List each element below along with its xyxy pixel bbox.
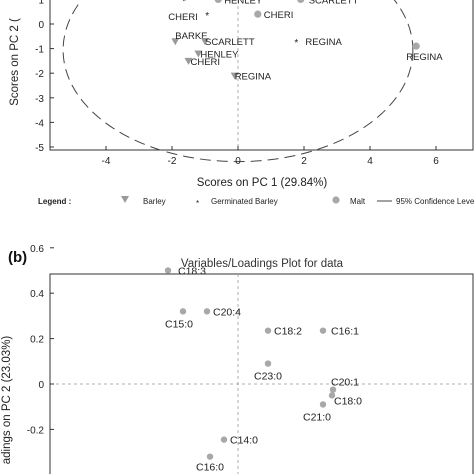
barley-point	[184, 57, 193, 65]
confidence-ellipse	[62, 0, 414, 163]
score-plot-x-tick-label: -2	[168, 156, 177, 167]
score-plot-x-tick-label: -4	[102, 156, 111, 167]
malt-point	[297, 0, 305, 3]
loadings-plot-y-axis-title: adings on PC 2 (23.03%)	[1, 336, 13, 465]
score-plot-y-tick-label: -3	[35, 94, 44, 105]
score-plot-y-tick-label: -2	[35, 69, 44, 80]
barley-point	[201, 38, 209, 46]
loadings-plot-frame	[49, 273, 474, 474]
barley-point	[171, 38, 180, 46]
score-plot-point-label: HENLEY	[200, 50, 239, 61]
loading-point-label: C23:0	[254, 371, 282, 383]
loading-point	[179, 308, 187, 315]
loading-point-label: C21:0	[303, 411, 331, 423]
legend-confidence-label: 95% Confidence Level	[396, 197, 474, 206]
germinated-barley-point: *	[294, 38, 298, 49]
score-plot-point-label: CHERI	[264, 10, 294, 21]
malt-point	[254, 10, 262, 18]
score-plot-y-tick-label: -1	[35, 45, 44, 56]
score-plot-points: BARKESCARLETTHENLEYCHERIREGINA*BARKE*HEN…	[139, 0, 443, 83]
loadings-plot-points: C18:3 C20:4 C15:0 C18:2 C16:1 C23:0 C20:1 C18:0…	[164, 266, 362, 474]
loading-point-label: C18:3	[178, 266, 206, 278]
score-plot-x-tick-label: 6	[433, 156, 439, 167]
germinated-barley-point: *	[182, 0, 186, 7]
score-plot-y-ticks: 1 0 -1 -2 -3 -4 -5	[35, 0, 54, 154]
loading-point-label: C14:0	[230, 435, 258, 447]
score-plot: 10-1-2-3-4-5 -4 -2 0 2 4 6 BARKESCARLETTHENLE…	[9, 0, 474, 189]
loadings-plot: 0.6 0.4 0.2 0 -0.2 C18:3 C20:4 C15:0 C18:2 C16:1…	[1, 244, 474, 474]
score-plot-point-label: BARKE	[175, 31, 207, 42]
score-plot-y-tick-label: 0	[38, 20, 44, 31]
score-plot-x-tick-label: 4	[367, 156, 373, 167]
loadings-plot-y-tick-label: 0.4	[30, 289, 44, 300]
loading-point-label: C20:1	[331, 377, 359, 389]
legend-barley-marker	[121, 196, 129, 203]
loading-point	[264, 360, 272, 367]
score-plot-x-tick-label: 2	[301, 156, 307, 167]
loading-point-label: C18:0	[334, 395, 362, 407]
loadings-plot-y-ticks: 0.6 0.4 0.2 0 -0.2	[27, 244, 54, 436]
loadings-plot-y-tick-label: 0.2	[30, 335, 44, 346]
score-plot-point-label: REGINA	[406, 52, 443, 63]
loading-point	[319, 401, 327, 408]
legend: Legend : Barley * Germinated Barley Malt…	[38, 196, 474, 208]
loading-point	[319, 327, 327, 334]
legend-malt-marker	[332, 196, 340, 204]
germinated-barley-point: *	[205, 11, 209, 22]
score-plot-x-axis-title: Scores on PC 1 (29.84%)	[197, 177, 328, 189]
score-plot-point-label: REGINA	[305, 37, 342, 48]
score-plot-y-axis-title: Scores on PC 2 (	[9, 18, 21, 106]
loading-point-label: C16:0	[196, 462, 224, 474]
score-plot-point-label: SCARLETT	[309, 0, 359, 6]
loadings-plot-title: Variables/Loadings Plot for data	[181, 258, 344, 270]
malt-point	[214, 0, 222, 3]
loadings-plot-y-tick-label: 0	[38, 380, 44, 391]
score-plot-y-tick-label: -5	[35, 143, 44, 154]
loading-point-label: C18:2	[274, 326, 302, 338]
score-plot-frame	[49, 0, 474, 151]
loading-point	[203, 308, 211, 315]
loading-point	[220, 436, 228, 443]
malt-point	[412, 42, 420, 50]
legend-germinated-marker: *	[196, 199, 199, 208]
germinated-barley-point: *	[215, 0, 219, 7]
barley-point	[230, 72, 239, 80]
score-plot-x-tick-label: 0	[235, 156, 241, 167]
score-plot-point-label: SCARLETT	[205, 37, 255, 48]
loading-point-label: C15:0	[165, 318, 193, 330]
score-plot-point-label: HENLEY	[224, 0, 263, 6]
score-plot-point-label: BARKE	[139, 0, 171, 1]
score-plot-y-tick-label: -4	[35, 118, 44, 129]
legend-title: Legend :	[38, 197, 71, 206]
loading-point	[206, 453, 214, 460]
score-plot-point-label: CHERI	[191, 57, 221, 68]
panel-b-letter: (b)	[8, 249, 27, 266]
score-plot-point-label: CHERI	[168, 12, 198, 23]
legend-barley-label: Barley	[143, 197, 166, 206]
loadings-plot-y-tick-label: -0.2	[27, 425, 45, 436]
legend-germinated-label: Germinated Barley	[211, 197, 278, 206]
loading-point	[328, 392, 336, 399]
barley-point	[194, 50, 203, 58]
score-plot-x-ticks: -4 -2 0 2 4 6	[102, 146, 439, 167]
score-plot-point-label: REGINA	[235, 72, 272, 83]
loading-point	[329, 386, 337, 393]
loading-point-label: C20:4	[213, 306, 241, 318]
loading-point-label: C16:1	[331, 326, 359, 338]
score-plot-y-tick-label: 1	[38, 0, 44, 6]
loading-point	[264, 327, 272, 334]
legend-malt-label: Malt	[350, 197, 366, 206]
loadings-plot-y-tick-label: 0.6	[30, 244, 44, 255]
loading-point	[164, 267, 172, 274]
